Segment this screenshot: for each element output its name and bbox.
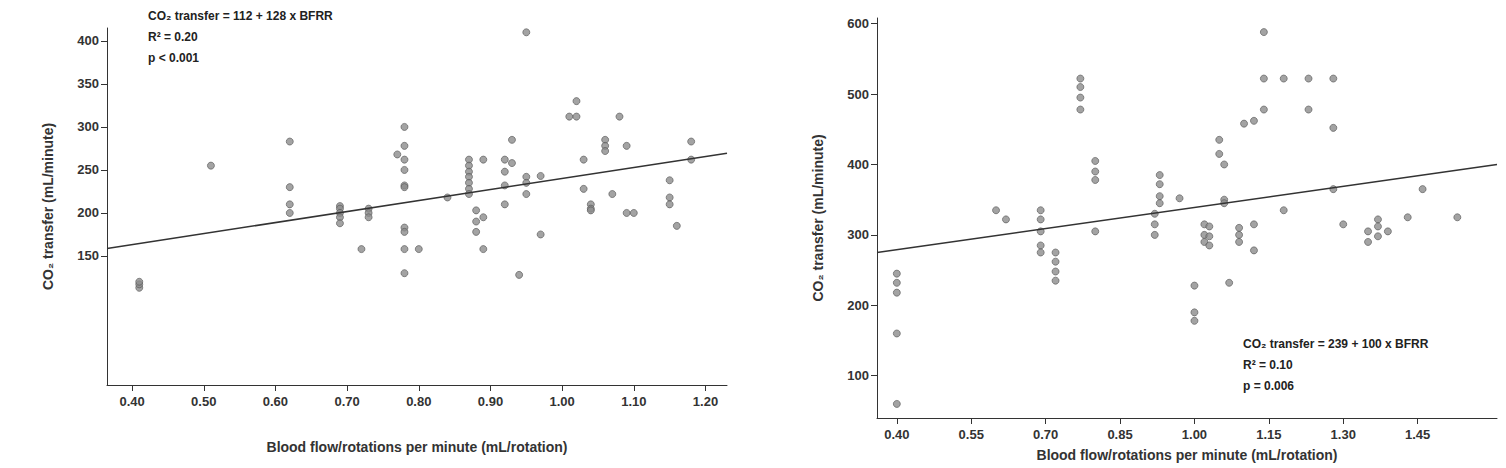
svg-text:0.50: 0.50 [191,394,216,409]
svg-text:0.60: 0.60 [263,394,288,409]
svg-text:0.70: 0.70 [334,394,359,409]
svg-text:1.45: 1.45 [1405,427,1430,442]
svg-text:150: 150 [77,248,99,263]
svg-text:CO₂ transfer (mL/minute): CO₂ transfer (mL/minute) [810,134,826,301]
svg-text:p = 0.006: p = 0.006 [1243,379,1294,393]
svg-text:0.90: 0.90 [478,394,503,409]
svg-text:300: 300 [77,119,99,134]
svg-text:0.40: 0.40 [884,427,909,442]
svg-text:R² = 0.20: R² = 0.20 [148,30,198,44]
svg-text:CO₂ transfer = 112 + 128 x BFR: CO₂ transfer = 112 + 128 x BFRR [148,9,333,23]
svg-text:CO₂ transfer (mL/minute): CO₂ transfer (mL/minute) [40,123,56,290]
svg-text:100: 100 [847,368,869,383]
svg-text:400: 400 [847,157,869,172]
svg-text:1.15: 1.15 [1256,427,1281,442]
svg-text:1.10: 1.10 [621,394,646,409]
svg-text:Blood flow/rotations per minut: Blood flow/rotations per minute (mL/rota… [267,439,568,455]
svg-text:1.00: 1.00 [1182,427,1207,442]
svg-text:1.00: 1.00 [549,394,574,409]
svg-text:200: 200 [847,298,869,313]
svg-text:350: 350 [77,76,99,91]
svg-text:600: 600 [847,16,869,31]
svg-text:0.55: 0.55 [959,427,984,442]
svg-text:1.20: 1.20 [693,394,718,409]
svg-text:0.85: 0.85 [1107,427,1132,442]
svg-text:300: 300 [847,227,869,242]
svg-text:0.80: 0.80 [406,394,431,409]
svg-text:0.70: 0.70 [1033,427,1058,442]
svg-text:200: 200 [77,205,99,220]
svg-text:CO₂ transfer = 239 + 100 x BFR: CO₂ transfer = 239 + 100 x BFRR [1243,337,1429,351]
svg-text:Blood flow/rotations per minut: Blood flow/rotations per minute (mL/rota… [1037,447,1338,463]
svg-text:400: 400 [77,33,99,48]
svg-text:500: 500 [847,87,869,102]
svg-text:250: 250 [77,162,99,177]
svg-text:p < 0.001: p < 0.001 [148,51,199,65]
svg-text:R² = 0.10: R² = 0.10 [1243,358,1293,372]
svg-text:1.30: 1.30 [1331,427,1356,442]
svg-text:0.40: 0.40 [119,394,144,409]
